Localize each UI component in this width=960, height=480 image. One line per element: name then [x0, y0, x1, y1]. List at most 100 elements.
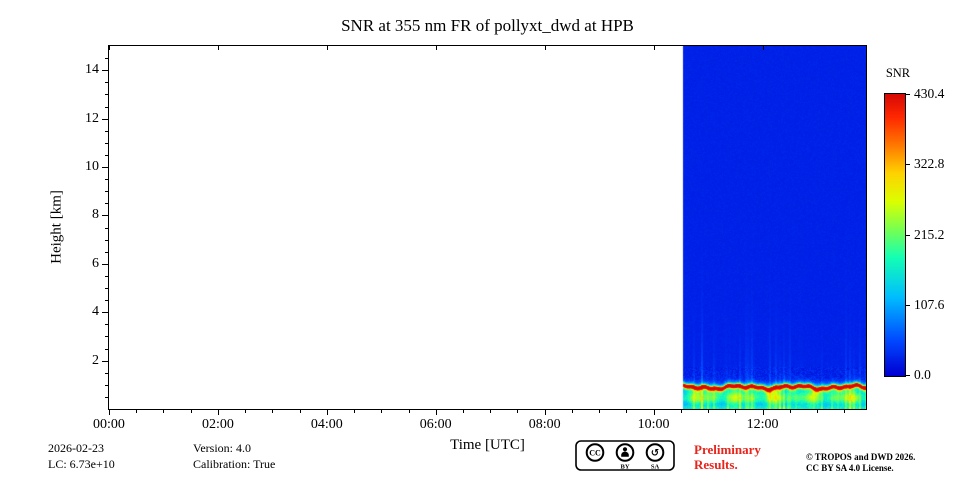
- y-tick-label: 14: [85, 62, 99, 78]
- y-minor-tick: [105, 82, 108, 84]
- x-tick-label: 04:00: [310, 417, 343, 432]
- x-top-tick: [435, 46, 437, 50]
- colorbar: [884, 93, 906, 377]
- copyright-line2: CC BY SA 4.0 License.: [806, 462, 894, 473]
- x-major-tick: [109, 410, 110, 415]
- y-minor-tick: [105, 191, 108, 193]
- x-minor-tick: [735, 410, 737, 413]
- x-minor-tick: [490, 410, 492, 413]
- y-tick-label: 12: [85, 110, 99, 126]
- cc-icon: CC: [585, 443, 605, 462]
- copyright-note: © TROPOS and DWD 2026. CC BY SA 4.0 Lice…: [806, 452, 915, 473]
- x-minor-tick: [517, 410, 519, 413]
- sa-label: SA: [651, 464, 660, 471]
- x-minor-tick: [408, 410, 410, 413]
- svg-text:CC: CC: [589, 449, 601, 458]
- x-tick-label: 06:00: [419, 417, 452, 432]
- y-minor-tick: [105, 384, 108, 386]
- x-tick-label: 08:00: [528, 417, 561, 432]
- y-major-tick: [102, 167, 108, 168]
- y-tick-label: 10: [85, 159, 99, 174]
- colorbar-tick: [906, 234, 910, 236]
- y-minor-tick: [105, 58, 108, 60]
- y-minor-tick: [105, 396, 108, 398]
- colorbar-tick-label: 322.8: [914, 156, 945, 172]
- preliminary-line1: Preliminary: [694, 442, 761, 457]
- preliminary-line2: Results.: [694, 457, 738, 472]
- y-minor-tick: [105, 324, 108, 326]
- y-minor-tick: [105, 275, 108, 277]
- y-minor-tick: [105, 203, 108, 205]
- x-major-tick: [326, 410, 328, 415]
- x-minor-tick: [789, 410, 791, 413]
- by-icon: BY: [615, 443, 635, 471]
- x-major-tick: [653, 410, 655, 415]
- y-major-tick: [102, 360, 108, 362]
- calibration-text: Calibration: True: [193, 456, 276, 471]
- colorbar-tick-label: 430.4: [914, 86, 945, 101]
- y-minor-tick: [105, 300, 108, 302]
- y-minor-tick: [105, 142, 108, 144]
- x-top-tick: [653, 46, 655, 50]
- y-major-tick: [102, 263, 108, 265]
- x-major-tick: [435, 410, 437, 415]
- y-axis-label: Height [km]: [48, 190, 65, 264]
- x-minor-tick: [462, 410, 464, 413]
- y-major-tick: [102, 312, 108, 314]
- x-minor-tick: [708, 410, 710, 413]
- colorbar-tick: [906, 94, 910, 95]
- colorbar-tick: [906, 164, 910, 166]
- cc-license-badge: CC BY ↺ SA: [575, 440, 675, 476]
- y-tick-label: 6: [92, 255, 99, 271]
- sa-icon: ↺ SA: [645, 443, 665, 471]
- x-major-tick: [217, 410, 219, 415]
- y-minor-tick: [105, 251, 108, 253]
- x-minor-tick: [626, 410, 628, 413]
- x-minor-tick: [381, 410, 383, 413]
- x-top-tick: [217, 46, 219, 50]
- y-minor-tick: [105, 336, 108, 338]
- footer-date-block: 2026-02-23 LC: 6.73e+10: [48, 441, 115, 472]
- x-minor-tick: [816, 410, 818, 413]
- y-minor-tick: [105, 94, 108, 96]
- x-major-tick: [762, 410, 764, 415]
- x-minor-tick: [844, 410, 846, 413]
- heatmap-plot-area: [108, 45, 867, 410]
- y-minor-tick: [105, 130, 108, 132]
- y-major-tick: [102, 215, 108, 217]
- x-tick-label: 10:00: [637, 417, 670, 432]
- footer-version-block: Version: 4.0 Calibration: True: [193, 441, 275, 472]
- y-tick-label: 8: [92, 207, 99, 223]
- by-label: BY: [620, 464, 629, 471]
- x-top-tick: [762, 46, 764, 50]
- colorbar-tick-label: 107.6: [914, 296, 945, 312]
- x-tick-label: 12:00: [746, 417, 779, 432]
- y-minor-tick: [105, 227, 108, 229]
- colorbar-tick: [906, 375, 910, 376]
- x-minor-tick: [163, 410, 165, 413]
- y-minor-tick: [105, 239, 108, 241]
- x-axis-label: Time [UTC]: [450, 437, 525, 453]
- y-minor-tick: [105, 372, 108, 374]
- lidar-constant: LC: 6.73e+10: [48, 456, 115, 471]
- x-top-tick: [109, 46, 110, 50]
- x-top-tick: [544, 46, 546, 50]
- x-minor-tick: [571, 410, 573, 413]
- y-minor-tick: [105, 106, 108, 108]
- svg-text:↺: ↺: [651, 448, 659, 459]
- x-minor-tick: [354, 410, 356, 413]
- y-minor-tick: [105, 154, 108, 156]
- colorbar-tick-label: 0.0: [914, 367, 931, 382]
- x-minor-tick: [190, 410, 192, 413]
- x-minor-tick: [245, 410, 247, 413]
- copyright-line1: © TROPOS and DWD 2026.: [806, 452, 916, 462]
- colorbar-tick-label: 215.2: [914, 226, 945, 242]
- y-minor-tick: [105, 288, 108, 289]
- x-minor-tick: [299, 410, 301, 413]
- x-minor-tick: [272, 410, 274, 413]
- chart-title: SNR at 355 nm FR of pollyxt_dwd at HPB: [341, 16, 634, 35]
- colorbar-tick: [906, 304, 910, 306]
- y-tick-label: 2: [92, 352, 99, 368]
- x-minor-tick: [599, 410, 601, 413]
